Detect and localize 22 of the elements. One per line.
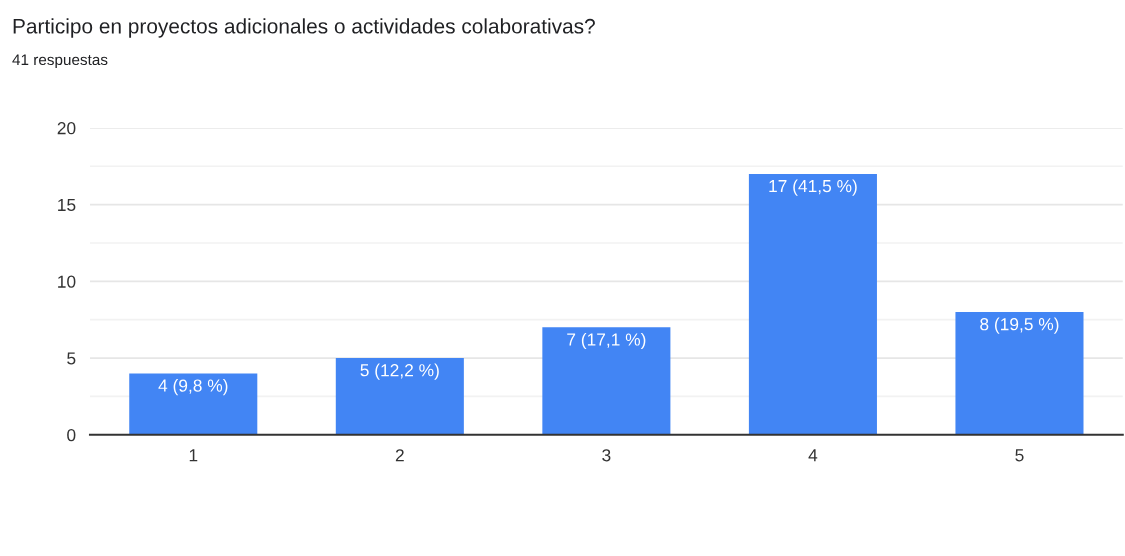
chart-title: Participo en proyectos adicionales o actividades colaborativas?	[13, 18, 595, 38]
data-label: 7 (17,1 %)	[567, 332, 646, 350]
x-tick-label: 1	[189, 449, 198, 462]
data-label: 8 (19,5 %)	[980, 317, 1059, 334]
bar	[129, 373, 258, 435]
x-tick-label: 5	[1015, 449, 1024, 462]
x-tick-label: 4	[808, 449, 818, 462]
y-tick-label: 10	[58, 275, 76, 288]
bar	[955, 312, 1084, 435]
data-label: 4 (9,8 %)	[158, 378, 228, 396]
chart-subtitle: 41 respuestas	[12, 54, 108, 69]
y-tick-label: 15	[58, 198, 76, 212]
bar	[542, 327, 671, 435]
data-label: 5 (12,2 %)	[360, 363, 439, 380]
data-label: 17 (41,5 %)	[769, 179, 857, 196]
bar	[335, 358, 464, 435]
y-tick-label: 20	[57, 122, 76, 135]
y-tick-label: 5	[67, 352, 76, 365]
x-tick-label: 3	[602, 449, 611, 462]
bar	[748, 173, 877, 435]
y-tick-label: 0	[67, 428, 76, 442]
x-tick-label: 2	[395, 449, 404, 462]
